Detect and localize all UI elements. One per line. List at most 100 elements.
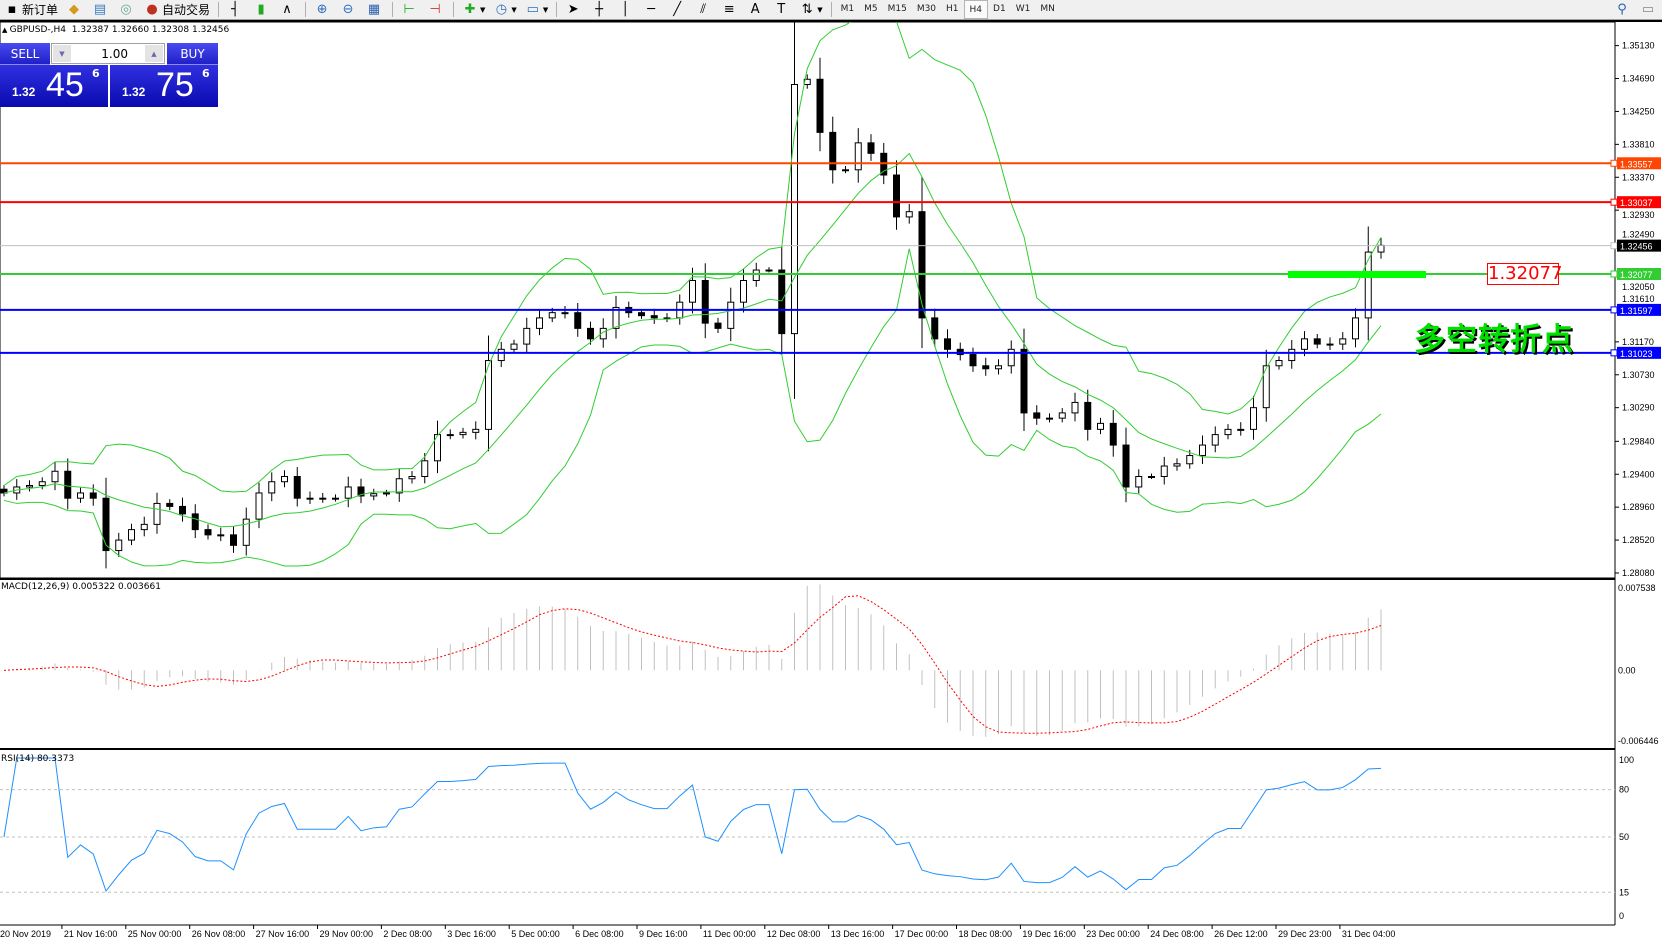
candle-bull: [854, 142, 862, 171]
indicators-button[interactable]: ✚ ▼: [458, 0, 489, 19]
chat-button[interactable]: ▭: [1636, 0, 1662, 19]
volume-input[interactable]: [72, 45, 128, 62]
candle-bull: [548, 312, 556, 319]
candle-bull: [128, 529, 135, 541]
zoom-in-button[interactable]: ⊕: [310, 0, 336, 19]
text-button[interactable]: A: [743, 0, 769, 19]
crosshair-button[interactable]: ┼: [587, 0, 613, 19]
volume-field: ▼ ▲: [51, 43, 165, 64]
symbol-label: GBPUSD-,H4: [9, 25, 67, 35]
crosshair-icon: ┼: [595, 2, 604, 17]
timeframe-h1[interactable]: H1: [946, 3, 959, 14]
timeframe-m5[interactable]: M5: [864, 3, 878, 14]
buy-price-box[interactable]: 1.32 75 6: [110, 65, 218, 107]
tile-windows-button[interactable]: ▦: [362, 0, 388, 19]
candle-bear: [357, 486, 365, 497]
channel-button[interactable]: ⫽: [691, 0, 717, 19]
separator: [453, 2, 455, 17]
trendline-button[interactable]: ╱: [665, 0, 691, 19]
candle-bull: [1199, 444, 1206, 457]
time-label: 11 Dec 00:00: [703, 929, 756, 939]
volume-decrease-button[interactable]: ▼: [53, 45, 71, 62]
collapse-icon[interactable]: ▲: [2, 26, 10, 34]
chart-shift-button[interactable]: ⊣: [423, 0, 449, 19]
timeframe-bar: M1 M5 M15 M30 H1 H4 D1 W1 MN: [836, 0, 1060, 19]
hline-anchor: [1610, 270, 1618, 278]
price-tick-label: 1.34250: [1622, 106, 1655, 116]
timeframe-h4[interactable]: H4: [963, 0, 989, 19]
candle-bear: [179, 505, 186, 515]
time-label: 3 Dec 16:00: [447, 929, 496, 939]
fibonacci-button[interactable]: ≡: [717, 0, 743, 19]
horizontal-line-button[interactable]: ─: [639, 0, 665, 19]
candle-bull: [1211, 434, 1219, 446]
vertical-line-icon: │: [621, 2, 630, 17]
autoscroll-icon: ⊢: [403, 2, 415, 17]
candle-bear: [816, 78, 824, 133]
new-order-button[interactable]: ▪ 新订单: [0, 0, 62, 19]
time-label: 31 Dec 04:00: [1342, 929, 1396, 939]
line-chart-button[interactable]: ∧: [275, 0, 301, 19]
buy-button[interactable]: BUY: [167, 43, 218, 65]
price-tick-label: 1.29840: [1622, 436, 1655, 446]
price-tick-label: 1.32930: [1622, 210, 1655, 220]
candle-bull: [370, 493, 378, 497]
candle-bull: [115, 539, 123, 552]
text-icon: A: [750, 2, 760, 17]
time-label: 23 Dec 00:00: [1086, 929, 1140, 939]
candle-bull: [1007, 348, 1015, 367]
text-label-button[interactable]: T: [769, 0, 795, 19]
candle-bear: [1084, 401, 1092, 430]
timeframe-m30[interactable]: M30: [916, 3, 937, 14]
volume-increase-button[interactable]: ▲: [145, 45, 163, 62]
candle-bull: [1339, 338, 1347, 345]
sell-price-box[interactable]: 1.32 45 6: [0, 65, 108, 107]
vertical-line-button[interactable]: │: [613, 0, 639, 19]
arrows-button[interactable]: ⇅ ▼: [795, 0, 826, 19]
timeframe-m15[interactable]: M15: [887, 3, 907, 14]
chart-shift-icon: ⊣: [429, 2, 441, 17]
candle-bull: [26, 484, 33, 488]
sell-price-prefix: 1.32: [12, 85, 36, 99]
autoscroll-button[interactable]: ⊢: [397, 0, 423, 19]
candle-bull: [1377, 244, 1385, 253]
rsi-tick-label: 0: [1619, 911, 1624, 921]
price-label-1.33557: 1.33557: [1620, 159, 1653, 169]
timeframe-m1[interactable]: M1: [840, 3, 855, 14]
search-button[interactable]: ⚲: [1610, 0, 1636, 19]
pivot-annotation-text[interactable]: 多空转折点: [1414, 322, 1574, 358]
timeframe-d1[interactable]: D1: [993, 3, 1006, 14]
candle-bull: [1097, 422, 1104, 430]
candle-bull: [842, 169, 849, 172]
bar-chart-button[interactable]: ┤: [223, 0, 249, 19]
zoom-out-button[interactable]: ⊖: [336, 0, 362, 19]
signals-button[interactable]: ◎: [114, 0, 140, 19]
candle-chart-button[interactable]: ▮: [249, 0, 275, 19]
time-label: 21 Nov 16:00: [64, 929, 118, 939]
history-button[interactable]: ◆: [62, 0, 88, 19]
candle-bull: [1058, 412, 1066, 419]
pivot-price-label[interactable]: 1.32077: [1487, 263, 1563, 285]
sell-button[interactable]: SELL: [0, 43, 50, 65]
time-label: 18 Dec 08:00: [959, 929, 1013, 939]
one-click-trading-panel: SELL ▼ ▲ BUY 1.32 45 6 1.32 75 6: [0, 43, 218, 107]
search-icon: ⚲: [1617, 2, 1627, 17]
candle-bear: [714, 322, 722, 329]
candle-bear: [204, 529, 212, 536]
candle-bear: [230, 534, 237, 546]
chat-icon: ▭: [1641, 2, 1655, 17]
timeframe-mn[interactable]: MN: [1040, 3, 1055, 14]
periods-button[interactable]: ◷ ▼: [489, 0, 520, 19]
sell-price-fraction: 6: [92, 67, 100, 80]
timeframe-w1[interactable]: W1: [1015, 3, 1031, 14]
auto-trading-button[interactable]: ● 自动交易: [140, 0, 214, 19]
candle-bull: [536, 317, 543, 329]
candle-bull: [1224, 428, 1232, 436]
new-order-icon: ▪: [7, 2, 17, 17]
rsi-tick-label: 100: [1619, 755, 1634, 765]
terminal-button[interactable]: ▤: [88, 0, 114, 19]
templates-button[interactable]: ▭ ▼: [521, 0, 552, 19]
candle-bear: [969, 354, 977, 367]
cursor-button[interactable]: ➤: [561, 0, 587, 19]
